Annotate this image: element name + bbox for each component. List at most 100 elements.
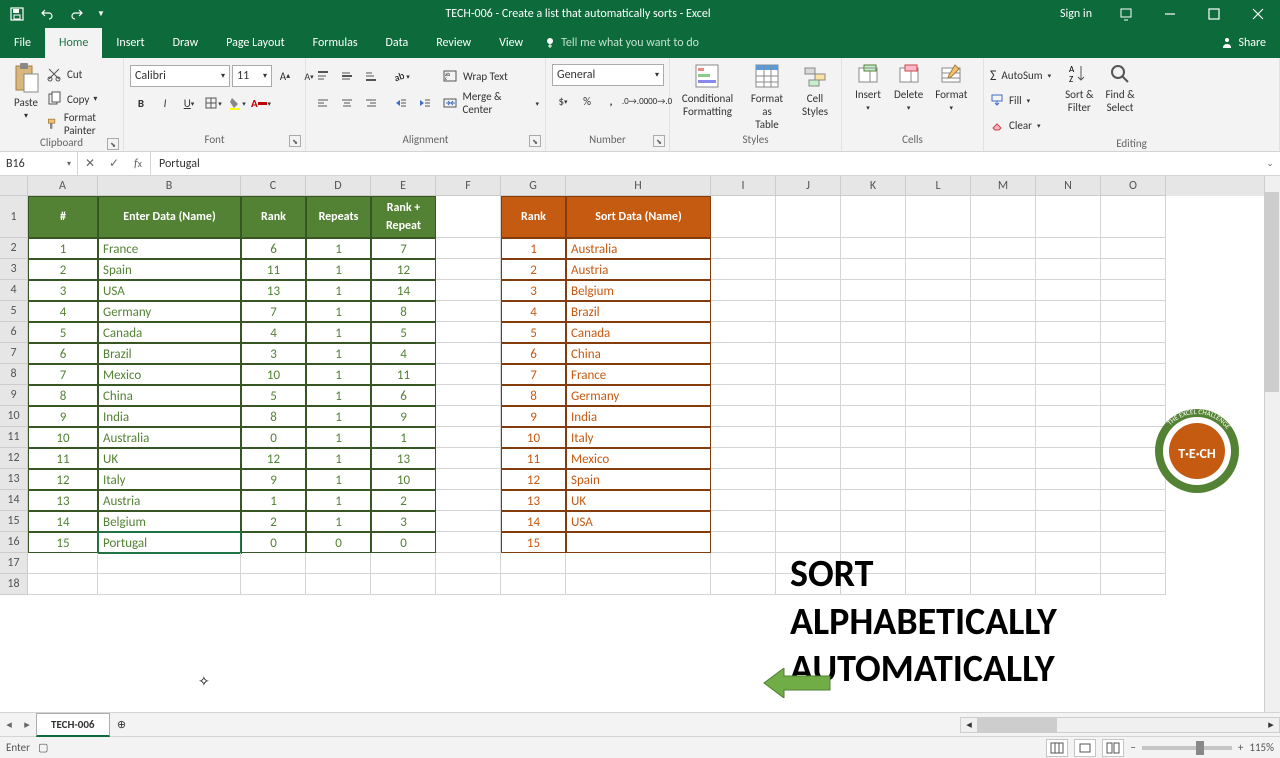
cell[interactable] (436, 196, 501, 238)
tell-me-search[interactable]: Tell me what you want to do (543, 28, 699, 58)
cell[interactable] (841, 448, 906, 469)
column-header[interactable]: B (98, 176, 241, 196)
cell[interactable] (501, 574, 566, 595)
cell[interactable] (776, 364, 841, 385)
zoom-out-button[interactable]: − (1130, 741, 1135, 754)
increase-indent-button[interactable] (414, 92, 436, 114)
cell[interactable]: Spain (98, 259, 241, 280)
cell[interactable] (711, 448, 776, 469)
cell[interactable] (906, 259, 971, 280)
cell[interactable] (306, 574, 371, 595)
currency-button[interactable]: $▾ (552, 90, 574, 112)
cell[interactable]: Australia (98, 427, 241, 448)
cell[interactable] (841, 406, 906, 427)
cell[interactable] (711, 511, 776, 532)
cell[interactable] (776, 301, 841, 322)
cell[interactable] (1036, 322, 1101, 343)
cell[interactable]: Rank + Repeat (371, 196, 436, 238)
cell[interactable] (971, 196, 1036, 238)
cell[interactable] (971, 406, 1036, 427)
cell[interactable] (436, 448, 501, 469)
increase-decimal-button[interactable]: .0→.00 (624, 90, 646, 112)
cell[interactable] (776, 280, 841, 301)
cell[interactable]: 0 (241, 427, 306, 448)
cell[interactable]: 5 (501, 322, 566, 343)
cell[interactable] (711, 469, 776, 490)
delete-cells-button[interactable]: Delete▾ (888, 60, 929, 114)
row-header[interactable]: 6 (0, 322, 28, 343)
zoom-in-button[interactable]: + (1238, 741, 1243, 754)
tab-page-layout[interactable]: Page Layout (212, 28, 298, 58)
cell[interactable] (971, 511, 1036, 532)
tab-file[interactable]: File (0, 28, 45, 58)
cell[interactable] (436, 301, 501, 322)
increase-font-button[interactable]: A▴ (274, 65, 296, 87)
alignment-dialog-launcher[interactable]: ⬊ (529, 135, 541, 147)
cell[interactable]: USA (566, 511, 711, 532)
cell[interactable] (1036, 490, 1101, 511)
formula-input[interactable]: Portugal (151, 152, 1260, 175)
percent-button[interactable]: % (576, 90, 598, 112)
cell[interactable] (1036, 448, 1101, 469)
cell[interactable]: 1 (306, 385, 371, 406)
insert-cells-button[interactable]: Insert▾ (848, 60, 888, 114)
cell[interactable]: Spain (566, 469, 711, 490)
cell[interactable] (776, 490, 841, 511)
column-header[interactable]: L (906, 176, 971, 196)
format-cells-button[interactable]: Format▾ (929, 60, 973, 114)
cut-button[interactable]: Cut (46, 62, 117, 86)
cell[interactable]: Germany (98, 301, 241, 322)
clear-button[interactable]: Clear▾ (990, 113, 1051, 137)
cell[interactable] (1101, 343, 1166, 364)
cell[interactable]: 9 (371, 406, 436, 427)
cell[interactable]: 11 (241, 259, 306, 280)
cell[interactable] (436, 469, 501, 490)
cell[interactable] (776, 385, 841, 406)
format-as-table-button[interactable]: Format as Table (739, 60, 795, 133)
cell[interactable]: India (566, 406, 711, 427)
cell[interactable]: 1 (306, 406, 371, 427)
cell[interactable] (711, 280, 776, 301)
cell[interactable] (1101, 553, 1166, 574)
cell[interactable] (1101, 385, 1166, 406)
cell[interactable] (971, 280, 1036, 301)
column-header[interactable]: O (1101, 176, 1166, 196)
column-header[interactable]: G (501, 176, 566, 196)
cell[interactable] (841, 364, 906, 385)
cell[interactable] (776, 343, 841, 364)
cell[interactable] (906, 490, 971, 511)
merge-center-button[interactable]: Merge & Center▾ (442, 91, 539, 115)
cell[interactable]: 7 (241, 301, 306, 322)
cell[interactable]: 2 (28, 259, 98, 280)
cell[interactable] (906, 469, 971, 490)
row-header[interactable]: 7 (0, 343, 28, 364)
column-header[interactable]: I (711, 176, 776, 196)
cell[interactable]: Rank (241, 196, 306, 238)
cell[interactable] (971, 343, 1036, 364)
cell[interactable] (776, 448, 841, 469)
cell[interactable]: 1 (306, 469, 371, 490)
cell[interactable] (711, 532, 776, 553)
cell[interactable] (841, 532, 906, 553)
row-header[interactable]: 8 (0, 364, 28, 385)
decrease-indent-button[interactable] (390, 92, 412, 114)
cell[interactable]: 9 (241, 469, 306, 490)
cell[interactable] (776, 406, 841, 427)
row-header[interactable]: 14 (0, 490, 28, 511)
cell[interactable]: 2 (501, 259, 566, 280)
cell[interactable] (906, 511, 971, 532)
maximize-button[interactable] (1192, 0, 1236, 28)
cell[interactable] (241, 553, 306, 574)
cell[interactable]: 1 (306, 259, 371, 280)
cell[interactable]: 3 (241, 343, 306, 364)
cell[interactable]: 6 (371, 385, 436, 406)
tab-home[interactable]: Home (45, 28, 102, 58)
format-painter-button[interactable]: Format Painter (46, 112, 117, 136)
cell[interactable]: 10 (241, 364, 306, 385)
cell[interactable] (906, 196, 971, 238)
align-center-button[interactable] (336, 92, 358, 114)
cell[interactable] (971, 385, 1036, 406)
underline-button[interactable]: U▾ (178, 92, 200, 114)
page-break-view-button[interactable] (1102, 739, 1124, 757)
cell[interactable]: 14 (28, 511, 98, 532)
